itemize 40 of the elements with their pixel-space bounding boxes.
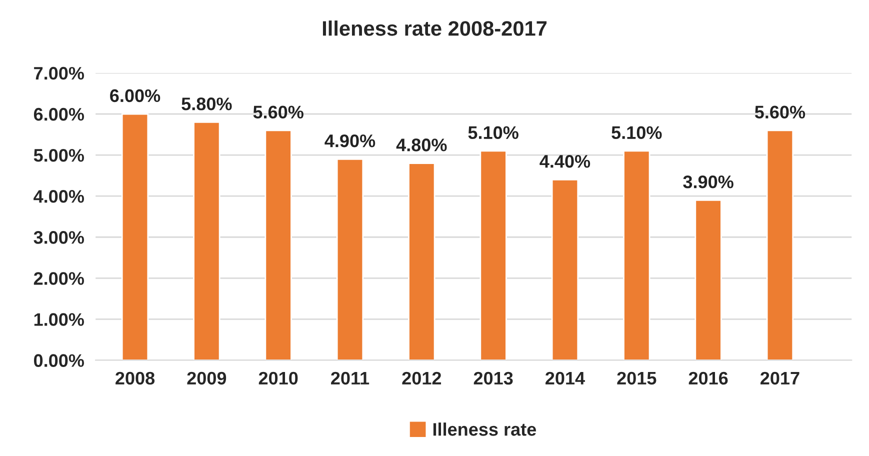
data-label: 4.80% [396, 138, 447, 152]
x-tick-label: 2017 [760, 372, 800, 385]
y-tick-label: 6.00% [34, 108, 84, 121]
y-tick-label: 4.00% [34, 190, 84, 203]
bar [694, 199, 722, 360]
y-tick-label: 5.00% [34, 148, 84, 162]
x-tick-label: 2010 [258, 372, 298, 385]
data-label: 5.10% [468, 126, 518, 140]
y-tick-label: 1.00% [34, 313, 84, 326]
data-label: 3.90% [683, 175, 734, 188]
data-label: 5.60% [754, 106, 806, 119]
x-tick-label: 2011 [331, 372, 370, 385]
bar [193, 122, 220, 360]
x-tick-label: 2009 [187, 372, 226, 385]
data-label: 5.10% [612, 126, 662, 140]
data-label: 4.40% [540, 154, 590, 168]
data-label: 5.60% [253, 106, 304, 119]
x-tick-label: 2014 [546, 372, 585, 385]
x-tick-label: 2016 [688, 372, 728, 385]
bar [408, 162, 436, 360]
bar [480, 150, 507, 360]
x-tick-label: 2013 [474, 372, 513, 385]
data-label: 4.90% [324, 134, 376, 148]
y-tick-label: 7.00% [34, 66, 84, 80]
legend-label: Illeness rate [433, 422, 536, 436]
data-label: 5.80% [182, 98, 232, 110]
x-tick-label: 2008 [116, 372, 155, 385]
bar [121, 113, 149, 360]
data-label: 6.00% [110, 89, 160, 102]
y-tick-label: 0.00% [34, 354, 84, 367]
x-tick-label: 2012 [402, 372, 442, 385]
y-tick-label: 3.00% [34, 231, 84, 244]
bar [264, 130, 292, 360]
x-tick-label: 2015 [617, 372, 656, 385]
bar [551, 178, 579, 360]
bar [336, 158, 364, 360]
chart-title: Illeness rate 2008-2017 [322, 20, 547, 36]
bar [623, 150, 650, 360]
bar [766, 130, 794, 360]
y-tick-label: 2.00% [34, 272, 84, 285]
